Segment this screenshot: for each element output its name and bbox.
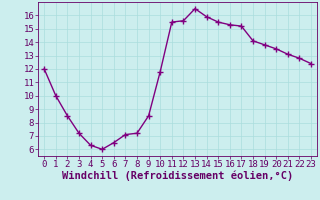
X-axis label: Windchill (Refroidissement éolien,°C): Windchill (Refroidissement éolien,°C) bbox=[62, 171, 293, 181]
